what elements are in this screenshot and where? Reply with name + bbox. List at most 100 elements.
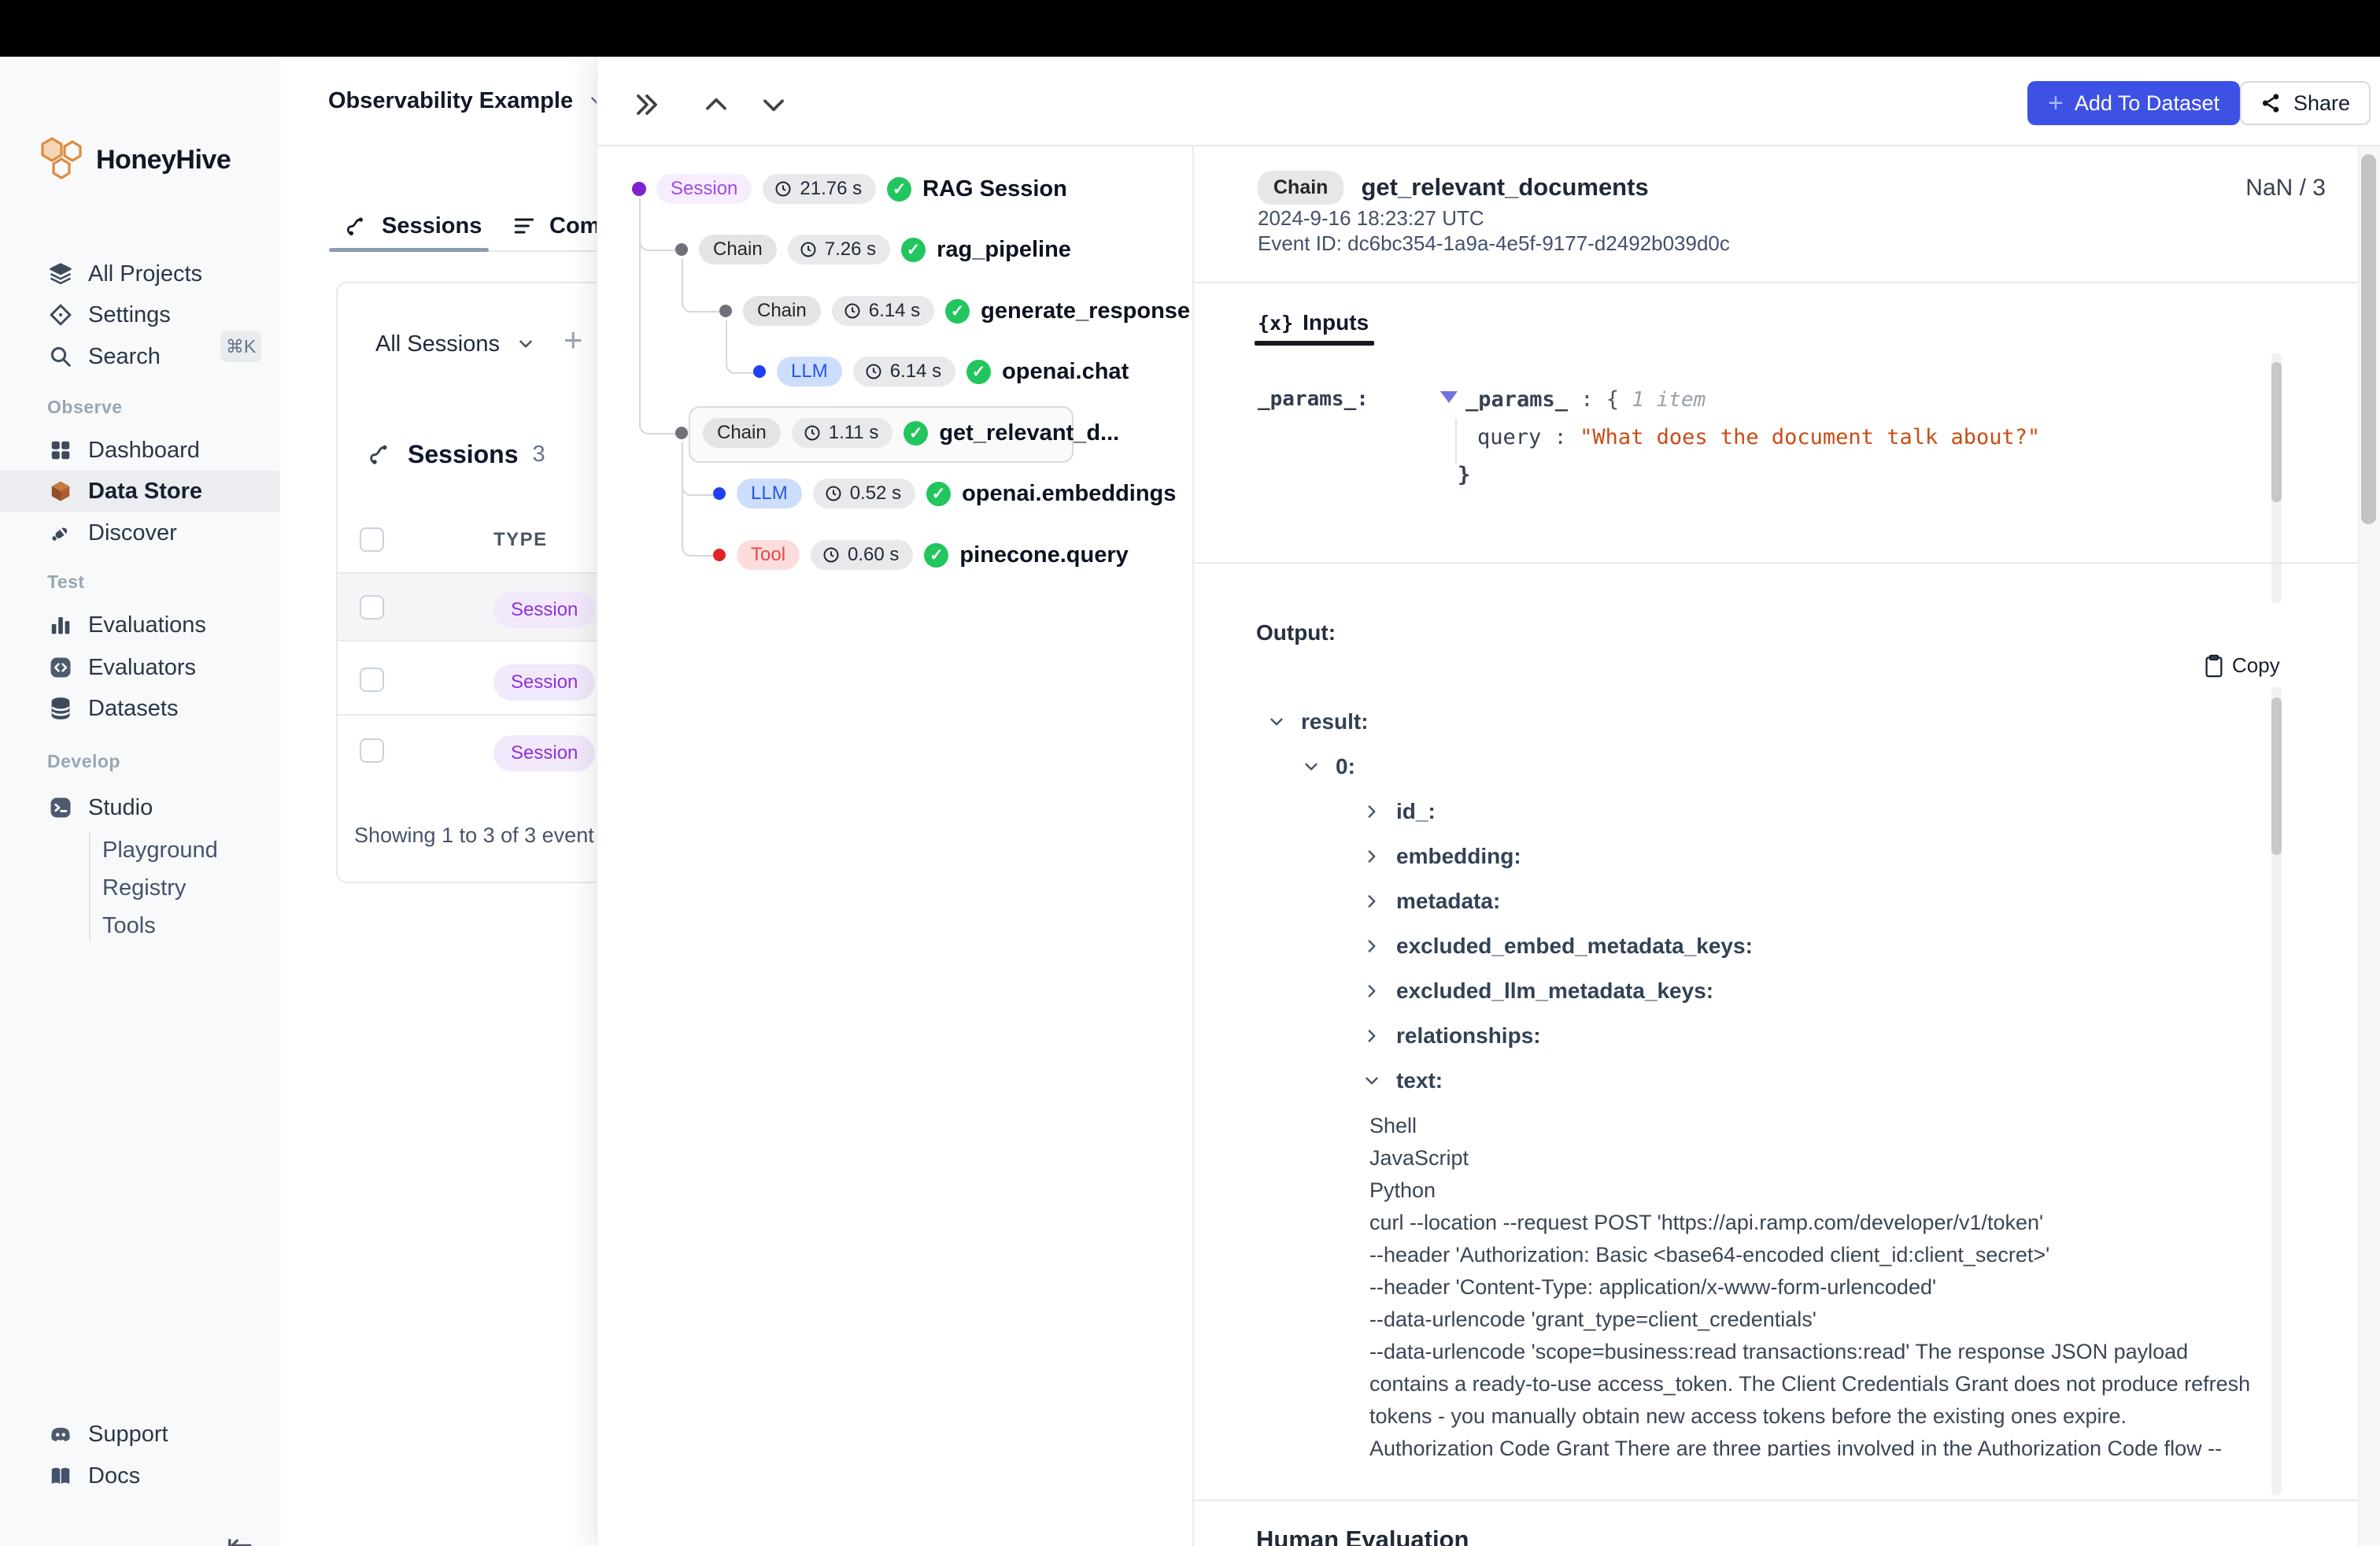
- sessions-filter-label: All Sessions: [375, 331, 500, 357]
- collapse-drawer-icon[interactable]: [632, 90, 662, 120]
- json-close-brace: }: [1458, 463, 1471, 487]
- main-scrollbar-thumb[interactable]: [2361, 154, 2376, 524]
- json-kv-line: query : "What does the document talk abo…: [1477, 425, 2041, 449]
- success-check-icon: ✓: [887, 176, 912, 202]
- tree-node-excluded-embed-metadata-keys[interactable]: excluded_embed_metadata_keys:: [1362, 930, 1753, 963]
- next-event-icon[interactable]: [759, 90, 789, 120]
- tree-node-text[interactable]: text:: [1362, 1064, 1443, 1097]
- inputs-scrollbar-thumb[interactable]: [2271, 362, 2282, 502]
- tree-node-metadata[interactable]: metadata:: [1362, 885, 1500, 918]
- collapse-sidebar-icon[interactable]: ⇤: [227, 1528, 253, 1546]
- add-to-dataset-button[interactable]: + Add To Dataset: [2027, 81, 2240, 125]
- sidebar-item-label: Studio: [88, 794, 153, 820]
- duration-badge: 6.14 s: [852, 357, 956, 386]
- event-name: RAG Session: [922, 176, 1067, 202]
- event-type-badge: Session: [656, 174, 752, 204]
- select-all-checkbox[interactable]: [360, 527, 384, 552]
- event-name: openai.chat: [1002, 358, 1129, 384]
- sidebar-item-evaluators[interactable]: Evaluators: [0, 647, 279, 688]
- json-object-line: _params_ : { 1 item: [1465, 387, 1706, 412]
- trace-row-rag-pipeline[interactable]: Chain 7.26 s ✓ rag_pipeline: [699, 229, 1071, 270]
- text-line: Shell: [1369, 1114, 1417, 1137]
- sidebar-item-dashboard[interactable]: Dashboard: [0, 430, 279, 471]
- sessions-route-icon: [344, 213, 369, 239]
- sidebar-item-all-projects[interactable]: All Projects: [0, 253, 279, 294]
- success-check-icon: ✓: [901, 237, 926, 262]
- database-icon: [49, 697, 72, 720]
- tree-node-id[interactable]: id_:: [1362, 795, 1436, 828]
- sidebar-item-evaluations[interactable]: Evaluations: [0, 605, 279, 645]
- row-checkbox[interactable]: [360, 668, 384, 692]
- metric-counter: NaN / 3: [2245, 175, 2326, 201]
- copy-button[interactable]: Copy: [2204, 653, 2280, 678]
- sessions-filter-dropdown[interactable]: All Sessions: [375, 324, 536, 364]
- text-line: Authorization Code Grant There are three…: [1369, 1437, 2223, 1456]
- sidebar-item-datasets[interactable]: Datasets: [0, 688, 279, 729]
- chevron-right-icon: [1368, 850, 1376, 863]
- sidebar-item-tools[interactable]: Tools: [102, 913, 156, 938]
- studio-subtree-guide: [89, 831, 91, 941]
- project-selector[interactable]: Observability Example: [328, 83, 608, 118]
- trace-row-get-relevant-documents[interactable]: Chain 1.11 s ✓ get_relevant_d...: [703, 412, 1119, 453]
- duration-badge: 0.52 s: [812, 479, 916, 509]
- trace-row-rag-session[interactable]: Session 21.76 s ✓ RAG Session: [656, 168, 1067, 209]
- top-bar: [0, 0, 2380, 57]
- brand-name: HoneyHive: [96, 144, 231, 175]
- sidebar-section-develop: Develop: [47, 751, 120, 771]
- tab-inputs[interactable]: {x} Inputs: [1258, 305, 1369, 340]
- sidebar-item-settings[interactable]: Settings: [0, 294, 279, 335]
- section-divider: [1194, 1500, 2358, 1501]
- plus-icon: +: [2048, 88, 2064, 118]
- session-type-badge: Session: [493, 735, 596, 771]
- chevron-down-icon: [1270, 718, 1283, 726]
- text-line: --header 'Content-Type: application/x-ww…: [1369, 1275, 1937, 1299]
- share-button[interactable]: Share: [2240, 81, 2371, 125]
- add-filter-button[interactable]: +: [564, 321, 583, 358]
- type-column-header: TYPE: [493, 529, 548, 550]
- tree-node-result[interactable]: result:: [1266, 705, 1369, 738]
- collapse-triangle-icon[interactable]: [1440, 391, 1458, 403]
- tree-node-relationships[interactable]: relationships:: [1362, 1019, 1541, 1052]
- tree-node-0[interactable]: 0:: [1301, 750, 1355, 783]
- session-type-badge: Session: [493, 664, 596, 701]
- sidebar-item-registry[interactable]: Registry: [102, 875, 187, 901]
- tab-sessions[interactable]: Sessions: [344, 206, 482, 246]
- sidebar-item-label: Support: [88, 1421, 168, 1447]
- event-title: get_relevant_documents: [1361, 173, 1649, 201]
- honeyhive-logo: HoneyHive: [39, 135, 231, 184]
- sidebar-item-studio[interactable]: Studio: [0, 787, 279, 828]
- section-divider: [1194, 282, 2358, 283]
- sidebar-item-label: All Projects: [88, 261, 203, 287]
- row-checkbox[interactable]: [360, 595, 384, 620]
- event-name: generate_response: [981, 298, 1191, 324]
- sidebar-item-data-store[interactable]: Data Store: [0, 471, 279, 512]
- chevron-down-icon: [1366, 1077, 1378, 1085]
- sidebar-item-docs[interactable]: Docs: [0, 1455, 279, 1496]
- event-type-badge: Chain: [699, 235, 777, 264]
- input-param-label: _params_:: [1258, 387, 1369, 411]
- search-shortcut-badge: ⌘K: [220, 331, 261, 362]
- tree-node-embedding[interactable]: embedding:: [1362, 840, 1521, 873]
- tree-node-excluded-llm-metadata-keys[interactable]: excluded_llm_metadata_keys:: [1362, 975, 1713, 1008]
- event-type-badge: Chain: [1258, 170, 1344, 205]
- trace-row-pinecone-query[interactable]: Tool 0.60 s ✓ pinecone.query: [737, 534, 1129, 575]
- sidebar-item-playground[interactable]: Playground: [102, 838, 218, 863]
- active-tab-underline: [329, 248, 489, 252]
- trace-row-generate-response[interactable]: Chain 6.14 s ✓ generate_response: [743, 290, 1190, 331]
- output-scrollbar-track[interactable]: [2271, 686, 2282, 1496]
- output-scrollbar-thumb[interactable]: [2271, 697, 2282, 855]
- row-checkbox[interactable]: [360, 738, 384, 763]
- sidebar-item-search[interactable]: Search ⌘K: [0, 331, 279, 377]
- event-type-badge: Chain: [703, 418, 781, 448]
- sidebar-item-label: Evaluations: [88, 612, 206, 638]
- discord-icon: [49, 1422, 72, 1446]
- trace-row-openai-embeddings[interactable]: LLM 0.52 s ✓ openai.embeddings: [737, 473, 1176, 514]
- sidebar-item-support[interactable]: Support: [0, 1414, 279, 1455]
- prev-event-icon[interactable]: [701, 90, 731, 120]
- sessions-count: 3: [532, 441, 545, 467]
- sidebar-item-discover[interactable]: Discover: [0, 512, 279, 553]
- tree-connector: [639, 198, 677, 251]
- llm-dot: [713, 487, 726, 500]
- bar-chart-icon: [49, 613, 72, 637]
- trace-row-openai-chat[interactable]: LLM 6.14 s ✓ openai.chat: [777, 351, 1129, 392]
